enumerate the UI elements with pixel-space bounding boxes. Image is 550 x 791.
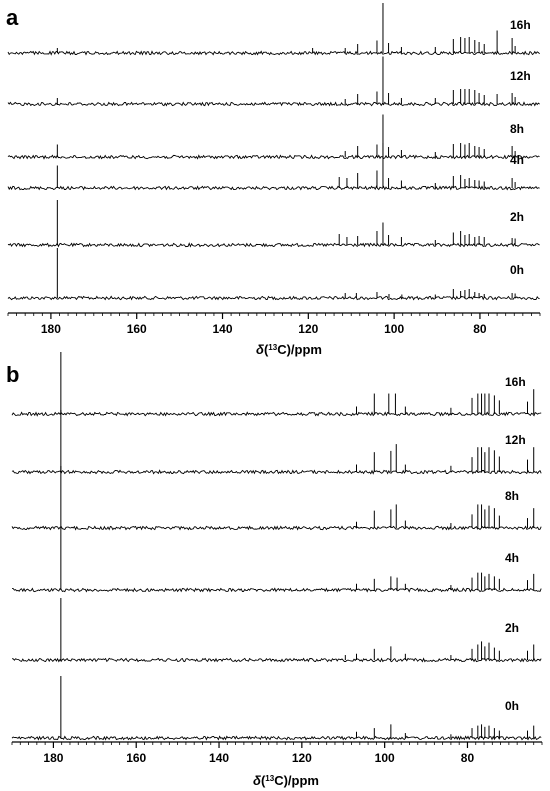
trace-label-16h: 16h [510, 18, 531, 32]
trace-label-8h: 8h [505, 489, 519, 503]
x-tick-label: 100 [375, 751, 395, 765]
panel-b-x-axis-delta: δ [253, 773, 261, 788]
trace-baseline-0h [11, 735, 542, 741]
trace-label-12h: 12h [505, 433, 526, 447]
trace-baseline-4h [12, 587, 542, 593]
panel-a-x-axis-open: ( [264, 342, 269, 357]
trace-baseline-16h [11, 411, 542, 417]
panel-a-x-axis-delta: δ [256, 342, 264, 357]
panel-a-letter: a [6, 5, 19, 30]
trace-baseline-2h [11, 657, 542, 663]
x-tick-label: 140 [213, 322, 233, 336]
panel-b-x-axis-open: ( [261, 773, 266, 788]
trace-label-8h: 8h [510, 122, 524, 136]
panel-b-x-axis-sup: 13 [265, 774, 274, 783]
x-tick-label: 80 [461, 751, 475, 765]
x-tick-label: 120 [298, 322, 318, 336]
trace-label-16h: 16h [505, 375, 526, 389]
panel-b-letter: b [6, 362, 19, 387]
trace-baseline-2h [7, 242, 540, 248]
x-tick-label: 100 [384, 322, 404, 336]
panel-b-x-axis-rest: C)/ppm [274, 773, 319, 788]
trace-baseline-12h [11, 469, 542, 475]
x-tick-label: 160 [126, 751, 146, 765]
trace-baseline-8h [11, 525, 542, 531]
panel-a-x-axis-rest: C)/ppm [277, 342, 322, 357]
trace-label-0h: 0h [510, 263, 524, 277]
x-tick-label: 120 [292, 751, 312, 765]
trace-baseline-16h [7, 50, 540, 56]
trace-label-12h: 12h [510, 69, 531, 83]
trace-baseline-0h [7, 295, 540, 301]
trace-baseline-4h [7, 185, 540, 191]
x-tick-label: 80 [473, 322, 487, 336]
x-tick-label: 180 [41, 322, 61, 336]
x-tick-label: 140 [209, 751, 229, 765]
panel-b-chart: 180 160 140 120 100 80 0h 2h 4h 8h 12h 16h [11, 352, 543, 765]
panel-a-x-axis-sup: 13 [268, 343, 277, 352]
x-tick-label: 180 [43, 751, 63, 765]
trace-label-4h: 4h [505, 551, 519, 565]
x-tick-label: 160 [127, 322, 147, 336]
panel-a-x-axis-title: δ(13C)/ppm [256, 342, 322, 357]
trace-baseline-12h [7, 101, 540, 107]
trace-baseline-8h [7, 154, 540, 160]
trace-label-0h: 0h [505, 699, 519, 713]
trace-label-2h: 2h [505, 621, 519, 635]
trace-label-2h: 2h [510, 210, 524, 224]
panel-b-x-axis-title: δ(13C)/ppm [253, 773, 319, 788]
